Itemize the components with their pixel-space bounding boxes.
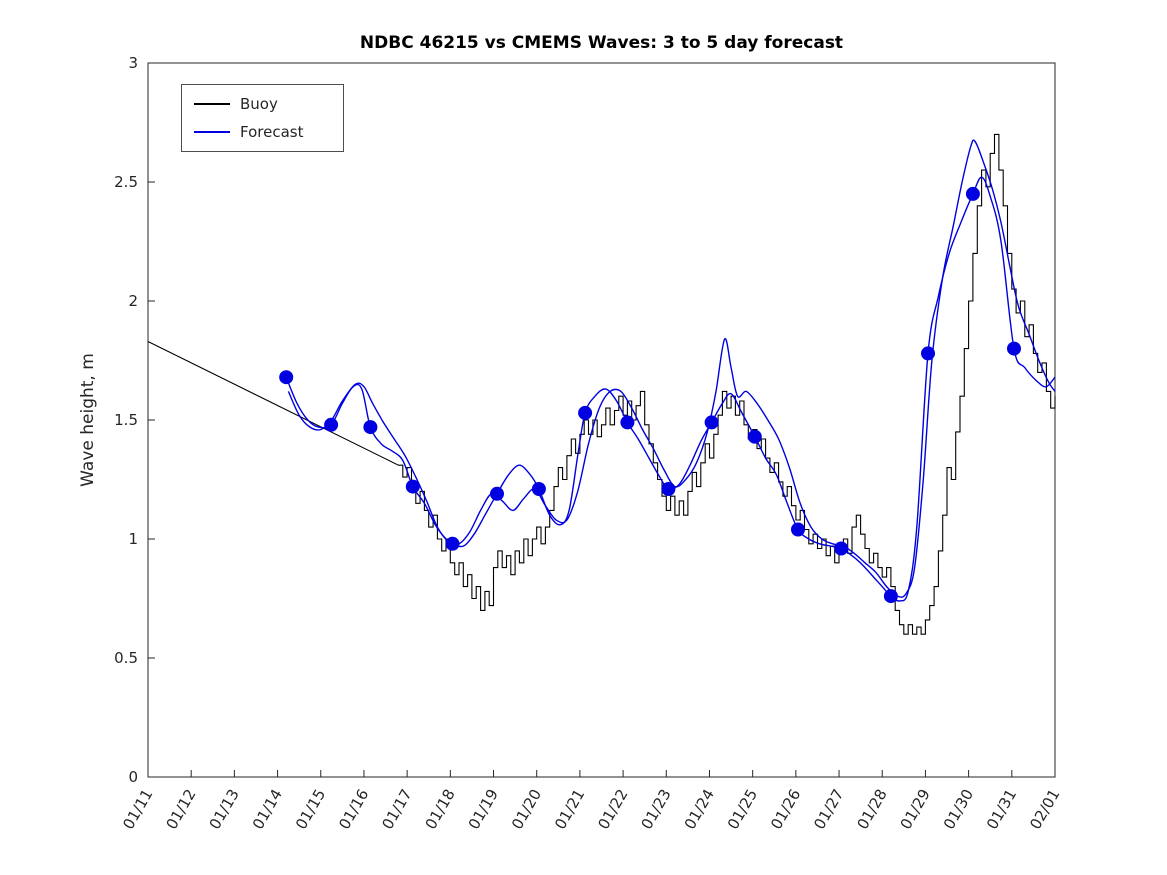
forecast-marker: [531, 482, 546, 496]
x-tick-label: 01/31: [983, 786, 1020, 832]
buoy-series-line: [147, 133, 1056, 635]
forecast-marker: [578, 405, 593, 420]
y-tick-label: 0.5: [114, 649, 138, 667]
forecast-marker: [791, 522, 805, 537]
forecast-marker: [620, 415, 635, 430]
x-tick-label: 01/23: [638, 786, 675, 832]
legend: Buoy Forecast: [181, 84, 344, 152]
forecast-series-line: [285, 176, 1056, 602]
forecast-marker: [661, 482, 676, 496]
legend-label-forecast: Forecast: [240, 123, 304, 141]
x-tick-label: 01/15: [292, 786, 329, 832]
x-tick-label: 01/17: [378, 786, 415, 832]
forecast-marker: [490, 486, 504, 501]
forecast-marker: [445, 536, 460, 551]
x-tick-label: 01/19: [465, 786, 502, 832]
forecast-marker: [363, 420, 378, 435]
x-tick-label: 01/21: [551, 786, 588, 832]
x-tick-label: 01/30: [940, 786, 977, 832]
forecast-line-sample: [194, 131, 230, 133]
forecast-marker: [883, 589, 898, 604]
legend-label-buoy: Buoy: [240, 95, 278, 113]
x-tick-label: 01/13: [206, 786, 243, 832]
forecast-marker: [405, 479, 420, 494]
x-tick-label: 01/16: [335, 786, 372, 832]
forecast-marker: [324, 417, 339, 432]
x-tick-label: 01/24: [681, 786, 718, 832]
x-tick-label: 01/27: [810, 786, 847, 832]
x-tick-label: 01/28: [853, 786, 890, 832]
forecast-marker: [921, 346, 935, 361]
y-tick-label: 1: [128, 530, 138, 548]
x-tick-label: 01/20: [508, 786, 545, 832]
forecast-series-line: [287, 139, 1056, 598]
chart-title: NDBC 46215 vs CMEMS Waves: 3 to 5 day fo…: [359, 33, 844, 53]
x-tick-label: 01/29: [897, 786, 934, 832]
x-tick-label: 01/14: [249, 786, 286, 832]
forecast-marker: [834, 541, 849, 556]
x-tick-label: 01/22: [594, 786, 631, 832]
y-tick-label: 2.5: [114, 173, 138, 191]
y-tick-label: 3: [128, 54, 138, 72]
x-tick-label: 01/11: [119, 786, 156, 832]
axes-box: [147, 62, 1056, 778]
forecast-marker: [747, 429, 762, 444]
forecast-marker: [704, 415, 719, 430]
x-tick-label: 01/12: [162, 786, 199, 832]
x-tick-label: 01/18: [422, 786, 459, 832]
x-tick-label: 02/01: [1026, 786, 1063, 832]
forecast-marker: [1007, 341, 1021, 356]
buoy-line-sample: [194, 103, 230, 105]
legend-entry-buoy: Buoy: [194, 94, 331, 114]
x-tick-label: 01/26: [767, 786, 804, 832]
y-tick-label: 1.5: [114, 411, 138, 429]
y-tick-label: 2: [128, 292, 138, 310]
legend-entry-forecast: Forecast: [194, 122, 331, 142]
forecast-marker: [279, 370, 294, 385]
x-tick-label: 01/25: [724, 786, 761, 832]
forecast-marker: [965, 186, 980, 201]
y-tick-label: 0: [128, 768, 138, 786]
